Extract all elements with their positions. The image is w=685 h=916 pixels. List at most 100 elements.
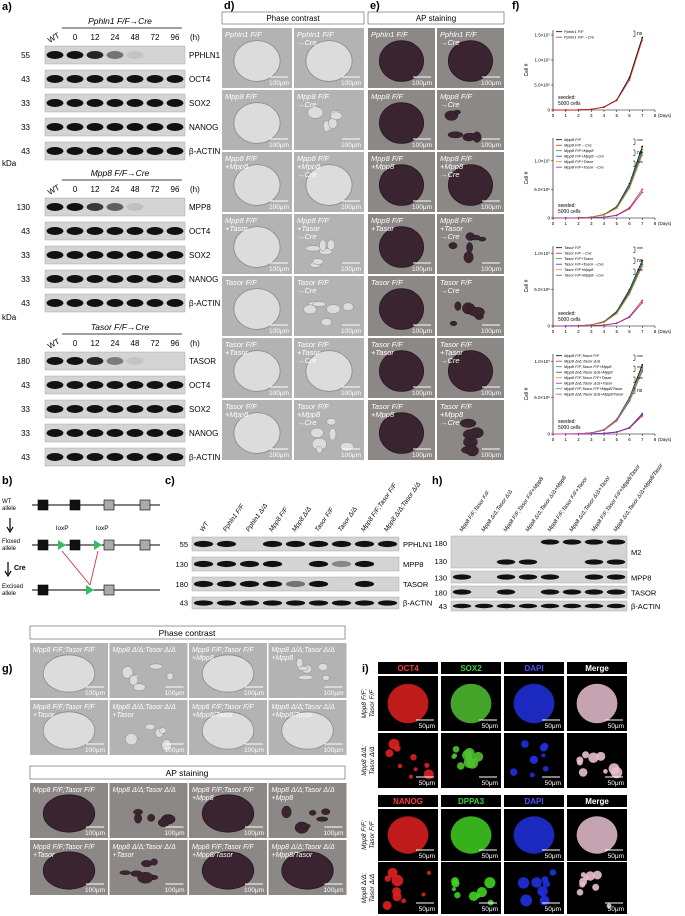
sample-label: Tasor F/F — [371, 278, 403, 287]
significance-bracket — [633, 257, 636, 264]
blot-band — [584, 603, 604, 609]
annotation: seeded: — [558, 203, 576, 209]
colony — [531, 877, 542, 888]
blot-band — [146, 405, 164, 413]
x-tick-label: 2 — [577, 221, 580, 226]
sample-label: +Tasor — [371, 224, 394, 233]
scale-label: 100μm — [412, 266, 432, 273]
channel-label: DAPI — [524, 797, 543, 806]
scale-label: 100μm — [323, 830, 343, 837]
sample-label: Mpp8 F/F;Tasor F/F — [33, 787, 95, 794]
colony — [342, 302, 354, 311]
colony — [233, 350, 281, 392]
colony — [315, 446, 323, 454]
colony — [326, 304, 341, 314]
scale-label: 100μm — [164, 830, 184, 837]
colony — [576, 816, 618, 854]
colony — [513, 816, 555, 854]
blot-band — [496, 589, 516, 595]
sample-label: +Tasor — [225, 348, 248, 357]
x-tick-label: 6 — [628, 329, 631, 334]
protein-label: M2 — [631, 548, 641, 557]
blot-band — [106, 429, 124, 437]
data-point — [615, 431, 618, 433]
scale-label: 100μm — [341, 328, 361, 335]
x-axis-label: (Days) — [658, 221, 672, 226]
sample-label: Tasor F/F — [297, 340, 329, 349]
blot-band — [66, 275, 84, 283]
x-tick-label: 1 — [564, 437, 567, 442]
sample-label: Mpp8 F/F — [440, 216, 473, 225]
channel-header — [378, 662, 438, 674]
sample-label: Mpp8 Δ/Δ;Tasor Δ/Δ — [113, 787, 177, 794]
x-tick-label: 8 — [654, 221, 657, 226]
data-point — [603, 324, 605, 327]
mw-label: 43 — [21, 453, 30, 462]
panel-label: a) — [2, 1, 12, 13]
legend-label: Mpp8 F/F;Tasor F/F+Tasor — [564, 375, 612, 380]
x-tick-label: 0 — [552, 221, 555, 226]
blot-band — [146, 147, 164, 155]
blot-strip — [450, 585, 628, 599]
panel-label: c) — [165, 475, 175, 487]
sample-label: →Cre — [440, 100, 460, 109]
label: (h) — [190, 33, 200, 42]
sample-label: Mpp8 F/F — [371, 154, 404, 163]
sample-label: +Mpp8 — [440, 410, 464, 419]
blot-band — [46, 227, 64, 235]
data-point — [564, 217, 567, 219]
colony — [158, 727, 167, 734]
colony — [447, 164, 494, 206]
colony — [451, 887, 457, 892]
annotation: seeded: — [558, 419, 576, 425]
blot-band — [126, 227, 144, 235]
blot-band — [308, 580, 329, 588]
significance-bracket — [633, 149, 636, 156]
blot-band — [106, 405, 124, 413]
blot-band — [377, 540, 398, 548]
significance-label: *** — [637, 161, 643, 167]
scale-label: 100μm — [412, 328, 432, 335]
blot-band — [518, 603, 538, 609]
colony — [42, 711, 96, 750]
colony — [473, 751, 484, 762]
x-tick-label: 5 — [615, 329, 618, 334]
channel-header — [567, 795, 627, 807]
scale-label: 100μm — [85, 690, 105, 697]
scale-label: 50μm — [608, 906, 624, 913]
panel-header — [29, 765, 346, 780]
sample-label: Mpp8 F/F;Tasor F/F — [33, 704, 95, 711]
sample-label: Tasor F/F — [440, 340, 472, 349]
blot-band — [86, 299, 104, 307]
sample-label: Mpp8 F/F — [225, 216, 258, 225]
blot-band — [126, 251, 144, 259]
mw-label: 43 — [21, 299, 30, 308]
x-tick-label: 5 — [615, 113, 618, 118]
sample-label: Mpp8 F/F;Tasor F/F — [33, 844, 95, 851]
scale-label: 100μm — [85, 887, 105, 894]
colony — [308, 810, 317, 816]
exon — [37, 539, 49, 551]
colony — [330, 111, 343, 120]
colony — [459, 418, 477, 428]
y-tick-label: 1.0×10⁷ — [534, 58, 550, 63]
blot-band — [166, 299, 184, 307]
blot-band — [46, 99, 64, 107]
blot-band — [86, 405, 104, 413]
channel-label: OCT4 — [397, 664, 419, 673]
colony — [387, 867, 398, 878]
sample-label: Mpp8 Δ/Δ;Tasor Δ/Δ — [272, 844, 336, 851]
exon — [69, 539, 81, 551]
colony — [281, 805, 292, 819]
significance-label: *** — [637, 269, 643, 275]
mw-label: 43 — [21, 147, 30, 156]
channel-label: DAPI — [524, 664, 543, 673]
sample-label: +Tasor — [225, 224, 248, 233]
sample-label: Tasor F/F — [371, 402, 403, 411]
blot-band — [518, 559, 538, 565]
scale-label: 100μm — [269, 142, 289, 149]
data-point — [641, 39, 644, 41]
colony — [476, 887, 487, 898]
protein-label: TASOR — [631, 589, 657, 598]
scale-label: 50μm — [482, 780, 498, 787]
